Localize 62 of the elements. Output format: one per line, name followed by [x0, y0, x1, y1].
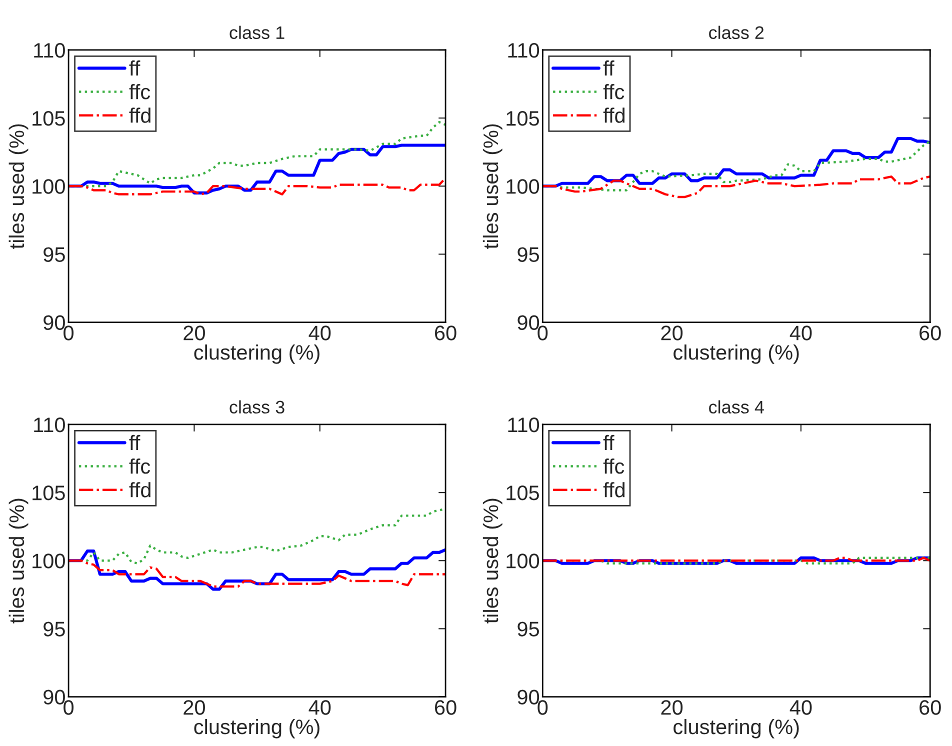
y-tick-label: 95 [518, 622, 539, 636]
y-tick-label: 110 [508, 417, 540, 432]
y-tick-label: 90 [518, 315, 540, 330]
line-series [542, 175, 930, 198]
chart-title: class 1 [230, 26, 284, 40]
x-tick-label: 40 [308, 700, 331, 715]
chart-title: class 4 [709, 400, 764, 414]
y-tick-label: 100 [506, 179, 540, 194]
x-tick-label: 0 [538, 326, 548, 340]
y-tick-label: 90 [44, 315, 65, 330]
legend-label: ffc [129, 458, 150, 474]
y-tick-label: 105 [32, 111, 65, 126]
y-tick-label: 90 [44, 690, 65, 705]
x-tick-label: 40 [790, 326, 812, 340]
legend-label: ff [129, 434, 140, 450]
x-tick-label: 20 [184, 700, 205, 715]
x-tick-label: 0 [538, 700, 548, 715]
x-tick-label: 0 [64, 326, 74, 340]
legend-label: ff [129, 60, 140, 76]
legend-label: ffd [129, 108, 150, 123]
y-tick-label: 110 [34, 42, 65, 58]
legend-label: ffc [603, 458, 624, 474]
x-tick-label: 20 [661, 326, 683, 340]
x-axis-title: clustering (%) [194, 344, 320, 364]
y-axis-title: tiles used (%) [8, 124, 28, 249]
chart-title: class 2 [709, 26, 764, 40]
y-axis-title: tiles used (%) [8, 498, 28, 624]
y-tick-label: 105 [506, 486, 539, 500]
y-tick-label: 95 [44, 247, 65, 262]
y-tick-label: 95 [44, 622, 65, 636]
x-tick-label: 40 [790, 700, 812, 715]
y-tick-label: 95 [518, 247, 539, 262]
x-axis-title: clustering (%) [194, 718, 320, 738]
y-tick-label: 105 [506, 111, 539, 126]
legend-label: ffd [129, 482, 150, 498]
y-tick-label: 110 [508, 42, 540, 58]
x-axis-title: clustering (%) [674, 344, 799, 364]
legend-label: ffc [603, 84, 624, 100]
x-tick-label: 60 [435, 326, 456, 340]
x-tick-label: 20 [661, 700, 683, 715]
x-tick-label: 60 [435, 700, 456, 715]
legend-label: ffd [603, 482, 625, 498]
y-axis-title: tiles used (%) [482, 124, 502, 249]
legend-label: ffc [129, 84, 150, 100]
y-tick-label: 100 [32, 554, 65, 568]
y-tick-label: 100 [32, 179, 65, 194]
legend-label: ffd [603, 108, 625, 123]
chart-title: class 3 [230, 400, 284, 414]
x-tick-label: 60 [920, 326, 941, 340]
x-tick-label: 0 [64, 700, 74, 715]
legend-label: ff [603, 434, 614, 450]
x-tick-label: 60 [920, 700, 941, 715]
y-axis-title: tiles used (%) [482, 498, 502, 624]
line-series [68, 560, 446, 588]
y-tick-label: 90 [518, 690, 540, 705]
x-axis-title: clustering (%) [674, 718, 799, 738]
y-tick-label: 100 [506, 554, 540, 568]
y-tick-label: 105 [32, 486, 65, 500]
y-tick-label: 110 [34, 417, 65, 432]
legend-label: ff [603, 60, 614, 76]
x-tick-label: 40 [308, 326, 331, 340]
x-tick-label: 20 [184, 326, 205, 340]
